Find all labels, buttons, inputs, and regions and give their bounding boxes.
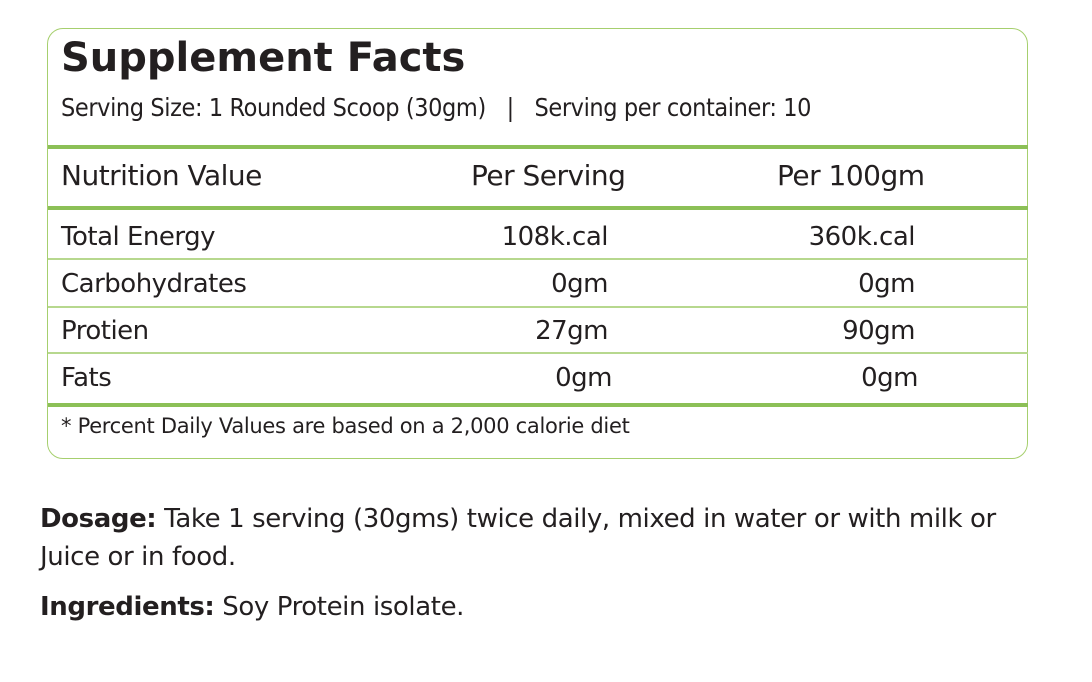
per-serving-value: 0gm [555, 363, 612, 393]
table-row: Protien 27gm 90gm [61, 311, 1021, 351]
header-per-100gm: Per 100gm [777, 159, 925, 192]
servings-per-container: Serving per container: 10 [534, 93, 812, 122]
serving-size: Serving Size: 1 Rounded Scoop (30gm) [61, 93, 486, 122]
dosage-text: Take 1 serving (30gms) twice daily, mixe… [40, 504, 996, 572]
header-per-serving: Per Serving [471, 159, 626, 192]
ingredients-section: Ingredients: Soy Protein isolate. [40, 588, 464, 626]
table-row: Carbohydrates 0gm 0gm [61, 264, 1021, 304]
panel-title: Supplement Facts [61, 35, 466, 81]
per-100gm-value: 0gm [861, 363, 918, 393]
table-header: Nutrition Value Per Serving Per 100gm [61, 156, 1021, 196]
divider [48, 145, 1028, 149]
divider [48, 206, 1028, 210]
per-serving-value: 108k.cal [501, 222, 609, 252]
serving-info: Serving Size: 1 Rounded Scoop (30gm) | S… [61, 90, 811, 126]
nutrient-name: Protien [61, 316, 149, 346]
per-serving-value: 27gm [535, 316, 608, 346]
dosage-section: Dosage: Take 1 serving (30gms) twice dai… [40, 500, 1020, 576]
table-row: Total Energy 108k.cal 360k.cal [61, 217, 1021, 257]
ingredients-label: Ingredients: [40, 592, 215, 622]
nutrient-name: Carbohydrates [61, 269, 247, 299]
serving-separator: | [506, 93, 515, 122]
daily-value-footnote: * Percent Daily Values are based on a 2,… [61, 414, 630, 438]
supplement-facts-panel [47, 28, 1028, 459]
table-row: Fats 0gm 0gm [61, 358, 1021, 398]
row-divider [48, 306, 1028, 308]
per-serving-value: 0gm [551, 269, 608, 299]
per-100gm-value: 0gm [858, 269, 915, 299]
header-nutrition-value: Nutrition Value [61, 159, 262, 192]
ingredients-text: Soy Protein isolate. [214, 592, 465, 622]
row-divider [48, 352, 1028, 354]
row-divider [48, 258, 1028, 260]
divider [48, 403, 1028, 407]
per-100gm-value: 90gm [842, 316, 915, 346]
per-100gm-value: 360k.cal [808, 222, 916, 252]
nutrient-name: Fats [61, 363, 112, 393]
dosage-label: Dosage: [40, 504, 157, 534]
nutrient-name: Total Energy [61, 222, 216, 252]
